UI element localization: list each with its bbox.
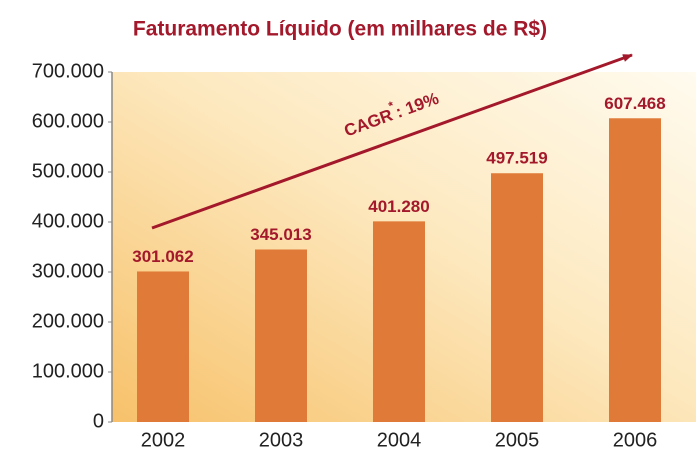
annotation-note: * bbox=[387, 98, 396, 113]
y-tick-label: 300.000 bbox=[32, 260, 104, 282]
bar bbox=[373, 221, 425, 422]
y-tick-label: 600.000 bbox=[32, 110, 104, 132]
x-tick-label: 2006 bbox=[613, 429, 658, 451]
y-tick-label: 700.000 bbox=[32, 60, 104, 82]
data-label: 401.280 bbox=[368, 197, 429, 216]
bar bbox=[491, 173, 543, 422]
x-tick-label: 2004 bbox=[377, 429, 422, 451]
y-tick-label: 100.000 bbox=[32, 360, 104, 382]
y-tick-label: 400.000 bbox=[32, 210, 104, 232]
bar bbox=[137, 271, 189, 422]
data-label: 301.062 bbox=[132, 247, 193, 266]
y-tick-label: 0 bbox=[93, 410, 104, 432]
bar bbox=[609, 118, 661, 423]
data-label: 497.519 bbox=[486, 149, 547, 168]
x-tick-label: 2003 bbox=[259, 429, 304, 451]
x-tick-label: 2005 bbox=[495, 429, 540, 451]
data-label: 345.013 bbox=[250, 225, 311, 244]
y-tick-label: 200.000 bbox=[32, 310, 104, 332]
trend-arrow bbox=[151, 53, 633, 230]
x-tick-label: 2002 bbox=[141, 429, 186, 451]
y-tick-label: 500.000 bbox=[32, 160, 104, 182]
bar bbox=[255, 249, 307, 422]
chart-title: Faturamento Líquido (em milhares de R$) bbox=[133, 18, 547, 41]
data-label: 607.468 bbox=[604, 94, 665, 113]
